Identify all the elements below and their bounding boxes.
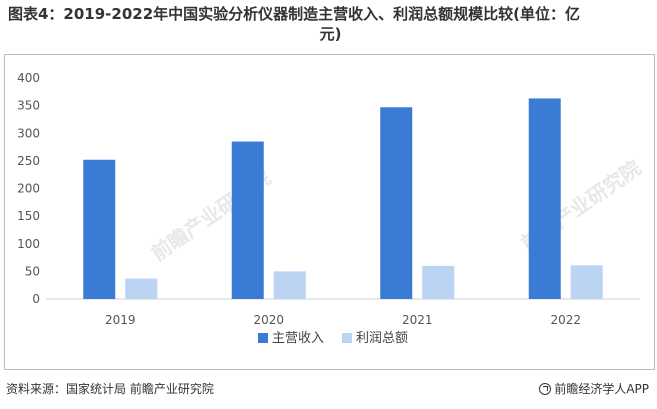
- y-tick-label: 400: [17, 71, 40, 85]
- chart-title-line2: 元): [319, 25, 342, 43]
- bar-profit-2019: [125, 278, 158, 299]
- legend-label: 利润总额: [356, 331, 408, 346]
- bar-revenue-2020: [231, 141, 264, 299]
- bar-revenue-2019: [83, 159, 116, 299]
- y-tick-label: 300: [17, 126, 40, 140]
- x-tick-label: 2019: [105, 313, 136, 327]
- legend: 主营收入 利润总额: [258, 331, 408, 346]
- source-note: 资料来源：国家统计局 前瞻产业研究院: [6, 382, 214, 396]
- y-tick-label: 250: [17, 154, 40, 168]
- y-tick-label: 200: [17, 182, 40, 196]
- y-tick-label: 0: [32, 292, 40, 306]
- brand-logo-icon: [539, 382, 552, 395]
- y-tick-label: 150: [17, 209, 40, 223]
- chart-frame: [4, 54, 655, 370]
- bar-profit-2021: [422, 265, 455, 299]
- x-tick-label: 2022: [550, 313, 581, 327]
- legend-label: 主营收入: [272, 331, 324, 346]
- y-tick-label: 50: [25, 264, 40, 278]
- legend-swatch: [258, 333, 268, 343]
- brand-credit: 前瞻经济学人APP: [539, 380, 649, 397]
- chart-title: 图表4：2019-2022年中国实验分析仪器制造主营收入、利润总额规模比较(单位…: [8, 4, 653, 44]
- y-tick-label: 100: [17, 237, 40, 251]
- bar-revenue-2021: [380, 107, 413, 299]
- chart-title-line1: 图表4：2019-2022年中国实验分析仪器制造主营收入、利润总额规模比较(单位…: [8, 5, 581, 23]
- y-tick-label: 350: [17, 99, 40, 113]
- bar-profit-2020: [273, 271, 306, 299]
- brand-name: 前瞻经济学人APP: [554, 382, 649, 396]
- legend-swatch: [342, 333, 352, 343]
- bar-profit-2022: [570, 265, 603, 299]
- x-axis: 2019 2020 2021 2022: [105, 313, 581, 327]
- y-axis: 0 50 100 150 200 250 300 350 400: [17, 71, 640, 306]
- bar-revenue-2022: [528, 98, 561, 299]
- x-tick-label: 2021: [402, 313, 433, 327]
- bars: [83, 98, 603, 299]
- x-tick-label: 2020: [253, 313, 284, 327]
